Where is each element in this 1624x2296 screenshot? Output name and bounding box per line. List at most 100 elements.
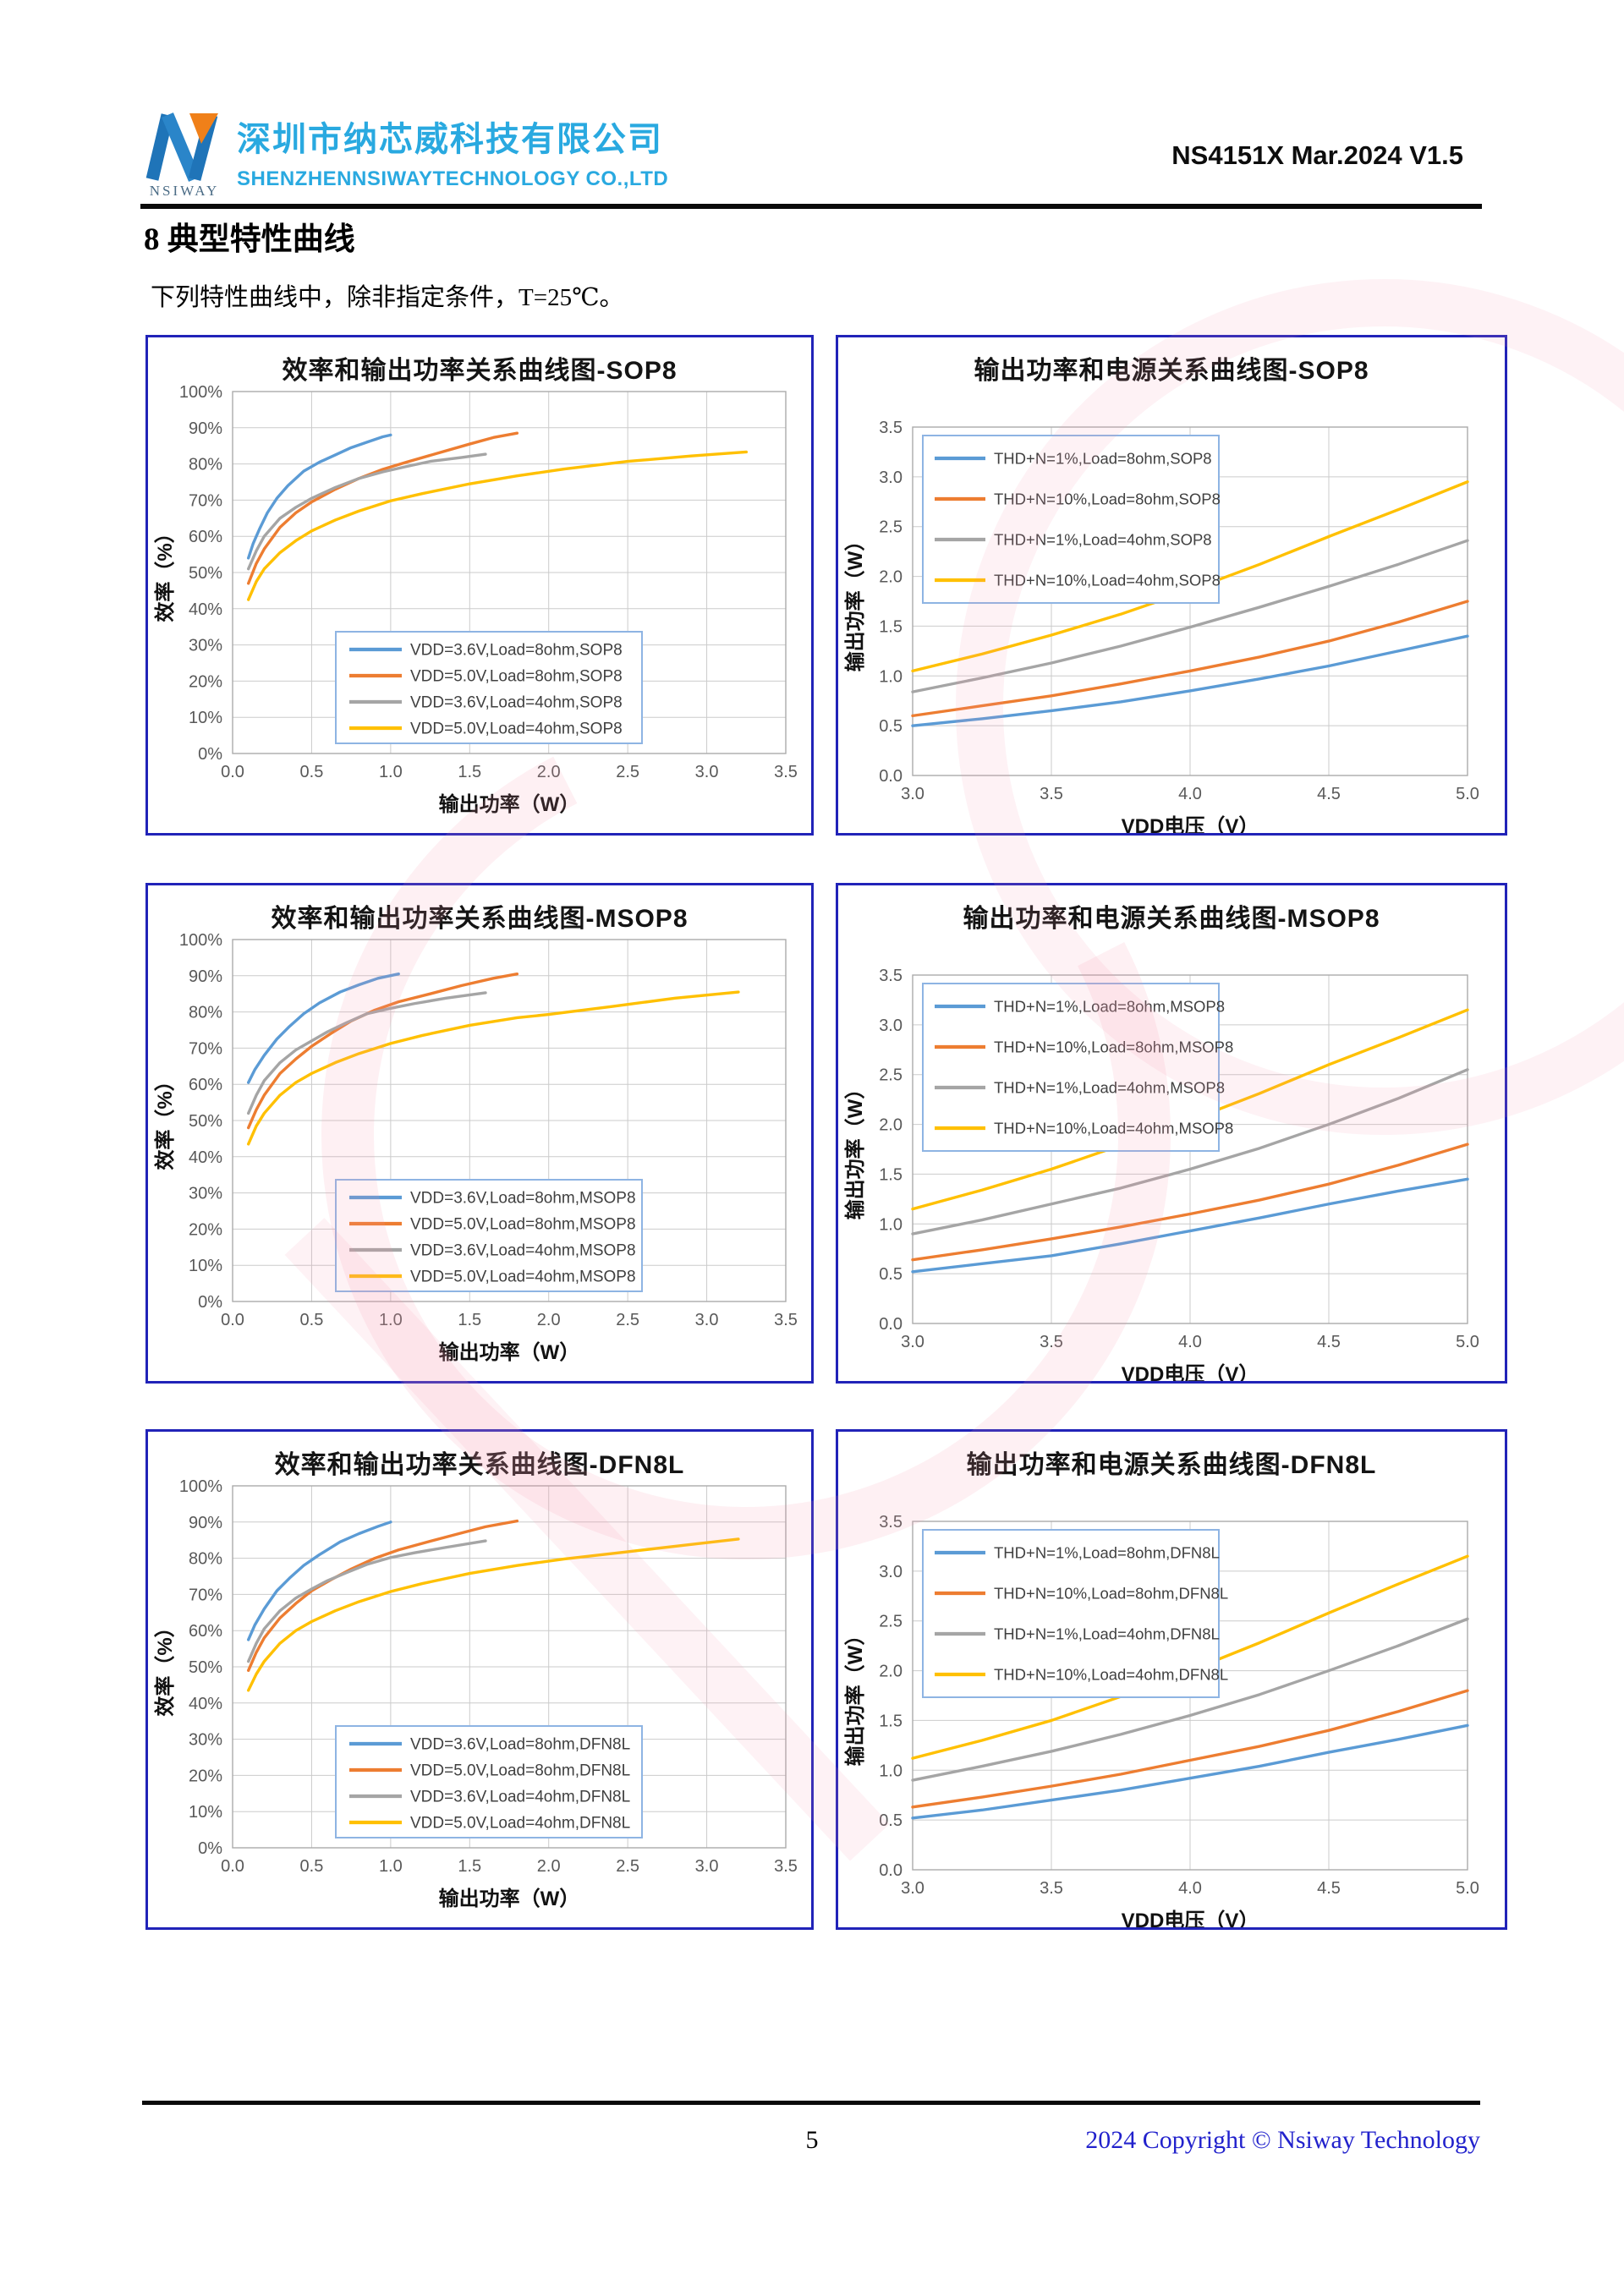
svg-text:80%: 80%: [189, 456, 222, 474]
series-line: [246, 1537, 740, 1692]
svg-text:50%: 50%: [189, 1112, 222, 1131]
svg-text:2.0: 2.0: [879, 568, 903, 587]
legend-entry: VDD=3.6V,Load=8ohm,DFN8L: [410, 1736, 630, 1754]
svg-text:3.0: 3.0: [695, 1311, 719, 1329]
svg-text:3.5: 3.5: [1040, 1333, 1063, 1351]
svg-text:2.0: 2.0: [537, 763, 561, 781]
x-axis-label: 输出功率（W）: [439, 1887, 580, 1910]
series-line: [911, 1143, 1469, 1262]
svg-text:0%: 0%: [198, 1293, 222, 1312]
chart-title: 效率和输出功率关系曲线图-MSOP8: [271, 905, 689, 933]
company-name-cn: 深圳市纳芯威科技有限公司: [237, 121, 663, 158]
svg-text:3.0: 3.0: [695, 1857, 719, 1876]
svg-text:40%: 40%: [189, 1695, 222, 1713]
tick-labels: 3.0 3.5 4.0 4.5 5.0 0.0 0.5 1.0 1.5 2.0 2.5 3.0 3.5: [879, 419, 1479, 803]
legend-entry: VDD=5.0V,Load=8ohm,DFN8L: [410, 1762, 630, 1780]
svg-text:0%: 0%: [198, 745, 222, 764]
svg-text:90%: 90%: [189, 419, 222, 438]
legend: VDD=3.6V,Load=8ohm,DFN8L VDD=5.0V,Load=8o…: [335, 1725, 643, 1838]
chart-power-dfn8l: 输出功率和电源关系曲线图-DFN8L 3.0 3.5 4.0 4.5 5.0 0.0 0.5…: [836, 1429, 1507, 1930]
svg-text:1.5: 1.5: [458, 763, 481, 781]
legend-entry: VDD=5.0V,Load=8ohm,SOP8: [410, 668, 623, 686]
svg-text:4.5: 4.5: [1317, 785, 1341, 803]
legend-entry: THD+N=1%,Load=8ohm,MSOP8: [994, 998, 1225, 1016]
svg-text:30%: 30%: [189, 637, 222, 655]
svg-text:40%: 40%: [189, 600, 222, 619]
y-axis-label: 效率（%）: [153, 1071, 177, 1170]
svg-text:4.0: 4.0: [1178, 1333, 1202, 1351]
plot-border: [912, 1521, 1468, 1871]
logo-wordmark: NSIWAY: [149, 183, 220, 199]
chart-title: 输出功率和电源关系曲线图-MSOP8: [963, 905, 1380, 933]
legend-entry: THD+N=1%,Load=4ohm,SOP8: [994, 531, 1212, 549]
series-line: [246, 452, 487, 571]
series-line: [246, 1539, 487, 1663]
svg-text:60%: 60%: [189, 528, 222, 546]
chart-plot: 0.0 0.5 1.0 1.5 2.0 2.5 3.0 3.5 0% 10% 20% 30% 40% 50…: [153, 933, 798, 1364]
chart-title: 输出功率和电源关系曲线图-DFN8L: [966, 1451, 1377, 1479]
y-axis-label: 输出功率（W）: [843, 1079, 867, 1220]
legend-entry: THD+N=1%,Load=4ohm,MSOP8: [994, 1079, 1225, 1097]
series-line: [246, 991, 487, 1115]
legend: VDD=3.6V,Load=8ohm,SOP8 VDD=5.0V,Load=8oh…: [335, 631, 643, 744]
legend-entry: THD+N=10%,Load=8ohm,SOP8: [994, 490, 1221, 508]
svg-text:3.5: 3.5: [774, 1857, 798, 1876]
svg-text:90%: 90%: [189, 1514, 222, 1532]
svg-text:80%: 80%: [189, 1004, 222, 1022]
series-line: [246, 450, 748, 601]
chart-efficiency-msop8: 效率和输出功率关系曲线图-MSOP8 0.0 0.5 1.0 1.5 2.0 2.5 3.0…: [145, 883, 814, 1384]
svg-text:0.0: 0.0: [221, 763, 244, 781]
svg-text:3.5: 3.5: [774, 1311, 798, 1329]
legend-entry: THD+N=10%,Load=4ohm,MSOP8: [994, 1120, 1233, 1137]
svg-text:4.0: 4.0: [1178, 1879, 1202, 1898]
svg-text:1.0: 1.0: [379, 1311, 403, 1329]
legend-entry: THD+N=10%,Load=4ohm,DFN8L: [994, 1666, 1228, 1684]
legend-entry: VDD=3.6V,Load=4ohm,SOP8: [410, 694, 623, 712]
series-line: [911, 1617, 1469, 1782]
svg-text:3.0: 3.0: [901, 1333, 924, 1351]
svg-text:2.0: 2.0: [537, 1311, 561, 1329]
y-axis-label: 输出功率（W）: [843, 531, 867, 672]
svg-text:2.5: 2.5: [879, 1613, 903, 1631]
svg-text:50%: 50%: [189, 564, 222, 583]
svg-text:60%: 60%: [189, 1622, 222, 1641]
nsiway-logo-icon: [145, 112, 218, 182]
series-line: [911, 634, 1469, 727]
legend: VDD=3.6V,Load=8ohm,MSOP8 VDD=5.0V,Load=8o…: [335, 1179, 643, 1292]
svg-text:3.5: 3.5: [1040, 1879, 1063, 1898]
series-line: [246, 972, 519, 1130]
chart-efficiency-sop8: 效率和输出功率关系曲线图-SOP8 0.0 0.5 1.0 1.5 2.0 2.5 3.0 3…: [145, 335, 814, 836]
svg-text:70%: 70%: [189, 1039, 222, 1058]
svg-text:1.5: 1.5: [879, 1165, 903, 1184]
x-axis-label: VDD电压（V）: [1122, 1910, 1259, 1927]
doc-version: NS4151X Mar.2024 V1.5: [1171, 140, 1463, 170]
svg-text:100%: 100%: [179, 933, 222, 950]
svg-text:3.0: 3.0: [901, 1879, 924, 1898]
copyright-text: 2024 Copyright © Nsiway Technology: [1085, 2126, 1480, 2154]
svg-text:0.5: 0.5: [300, 1857, 324, 1876]
svg-text:3.5: 3.5: [879, 967, 903, 985]
legend-entry: THD+N=1%,Load=8ohm,DFN8L: [994, 1544, 1220, 1562]
series-line: [246, 433, 392, 560]
series-line: [911, 539, 1469, 693]
svg-text:1.5: 1.5: [458, 1857, 481, 1876]
svg-text:5.0: 5.0: [1456, 785, 1479, 803]
svg-text:50%: 50%: [189, 1658, 222, 1677]
svg-text:0.5: 0.5: [879, 1265, 903, 1284]
series-line: [911, 1689, 1469, 1809]
chart-title: 输出功率和电源关系曲线图-SOP8: [974, 357, 1369, 385]
svg-text:30%: 30%: [189, 1185, 222, 1203]
conditions-note: 下列特性曲线中，除非指定条件，T=25℃。: [151, 284, 624, 311]
chart-plot: 0.0 0.5 1.0 1.5 2.0 2.5 3.0 3.5 0% 10% 20% 30% 40% 50…: [153, 1479, 798, 1910]
svg-text:60%: 60%: [189, 1076, 222, 1094]
svg-text:80%: 80%: [189, 1550, 222, 1569]
chart-plot: 0.0 0.5 1.0 1.5 2.0 2.5 3.0 3.5 0% 10% 20% 30% 40% 50…: [153, 385, 798, 816]
series-line: [911, 1068, 1469, 1236]
svg-text:3.5: 3.5: [774, 763, 798, 781]
svg-text:0.0: 0.0: [879, 1315, 903, 1334]
series-line: [911, 600, 1469, 718]
legend-entry: VDD=3.6V,Load=4ohm,DFN8L: [410, 1789, 630, 1806]
svg-text:2.0: 2.0: [537, 1857, 561, 1876]
svg-text:5.0: 5.0: [1456, 1879, 1479, 1898]
chart-plot: 3.0 3.5 4.0 4.5 5.0 0.0 0.5 1.0 1.5 2.0 2.5 3.0 3.5 V…: [843, 419, 1479, 833]
